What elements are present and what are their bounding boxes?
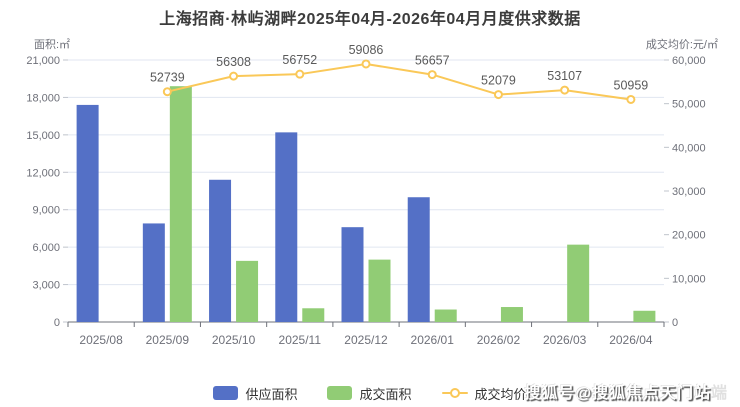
chart-plot-area: 0 3,000 6,000 9,000 12,000 15,000 18,000 21,000…	[26, 43, 706, 347]
svg-text:56308: 56308	[216, 55, 251, 69]
svg-text:3,000: 3,000	[32, 280, 60, 292]
svg-text:21,000: 21,000	[26, 55, 60, 67]
chart-title: 上海招商·林屿湖畔2025年04月-2026年04月月度供求数据	[159, 11, 581, 28]
legend-item-transaction-area[interactable]: 成交面积	[327, 384, 412, 403]
legend: 供应面积 成交面积 成交均价	[0, 383, 740, 403]
legend-item-label: 成交面积	[359, 386, 412, 402]
svg-text:2025/09: 2025/09	[146, 333, 190, 347]
x-axis	[67, 321, 665, 327]
svg-text:0: 0	[54, 317, 60, 329]
svg-text:56657: 56657	[415, 54, 450, 68]
line-成交均价	[162, 59, 636, 104]
watermark-text: 搜狐号@搜狐焦点天门站	[524, 385, 711, 402]
legend-item-label: 供应面积	[245, 386, 298, 402]
svg-text:59086: 59086	[349, 43, 384, 57]
svg-text:2025/10: 2025/10	[212, 333, 256, 347]
left-axis-labels: 0 3,000 6,000 9,000 12,000 15,000 18,000 21,000	[26, 55, 68, 329]
watermark-faint-mark: 端	[710, 385, 728, 402]
svg-text:52739: 52739	[150, 71, 185, 85]
svg-text:50959: 50959	[614, 78, 649, 92]
avg-price-line-marker-icon	[441, 386, 468, 400]
left-axis-name: 面积:㎡	[34, 39, 71, 51]
svg-text:6,000: 6,000	[32, 242, 60, 254]
legend-item-avg-price[interactable]: 成交均价	[441, 384, 527, 403]
svg-text:12,000: 12,000	[26, 167, 60, 179]
svg-text:2026/03: 2026/03	[543, 333, 587, 347]
right-axis-labels: 0 10,000 20,000 30,000 40,000 50,000 60,000	[664, 55, 706, 329]
svg-text:0: 0	[672, 317, 678, 329]
legend-item-supply-area[interactable]: 供应面积	[213, 384, 297, 403]
transaction-area-swatch-icon	[327, 386, 353, 400]
svg-text:2025/11: 2025/11	[279, 333, 322, 347]
x-axis-labels: 2025/08 2025/09 2025/10 2025/11 2025/12 2026/…	[79, 333, 652, 347]
right-axis-name: 成交均价:元/㎡	[645, 39, 718, 51]
legend-item-label: 成交均价	[474, 386, 527, 402]
svg-text:2026/01: 2026/01	[411, 333, 455, 347]
svg-text:56752: 56752	[282, 53, 317, 67]
bars-成交面积	[169, 86, 656, 322]
svg-text:18,000: 18,000	[26, 92, 60, 104]
svg-text:2025/12: 2025/12	[344, 333, 388, 347]
svg-text:10,000: 10,000	[672, 273, 706, 285]
svg-text:50,000: 50,000	[672, 99, 706, 111]
svg-text:15,000: 15,000	[26, 130, 60, 142]
svg-text:40,000: 40,000	[672, 142, 706, 154]
watermark-sohu: 搜狐号@搜狐焦点天门站端	[524, 379, 728, 403]
svg-text:52079: 52079	[481, 74, 516, 88]
svg-text:9,000: 9,000	[32, 205, 60, 217]
svg-text:2026/04: 2026/04	[609, 333, 653, 347]
svg-text:60,000: 60,000	[672, 55, 706, 67]
line-point-labels: 52739 56308 56752 59086 56657 52079 53107 50959	[150, 43, 648, 92]
svg-text:30,000: 30,000	[672, 186, 706, 198]
svg-text:53107: 53107	[547, 69, 582, 83]
svg-text:20,000: 20,000	[672, 230, 706, 242]
bars-供应面积	[76, 104, 430, 323]
svg-text:2025/08: 2025/08	[79, 333, 123, 347]
supply-area-swatch-icon	[213, 386, 239, 400]
svg-text:2026/02: 2026/02	[477, 333, 521, 347]
gridlines	[68, 59, 664, 286]
